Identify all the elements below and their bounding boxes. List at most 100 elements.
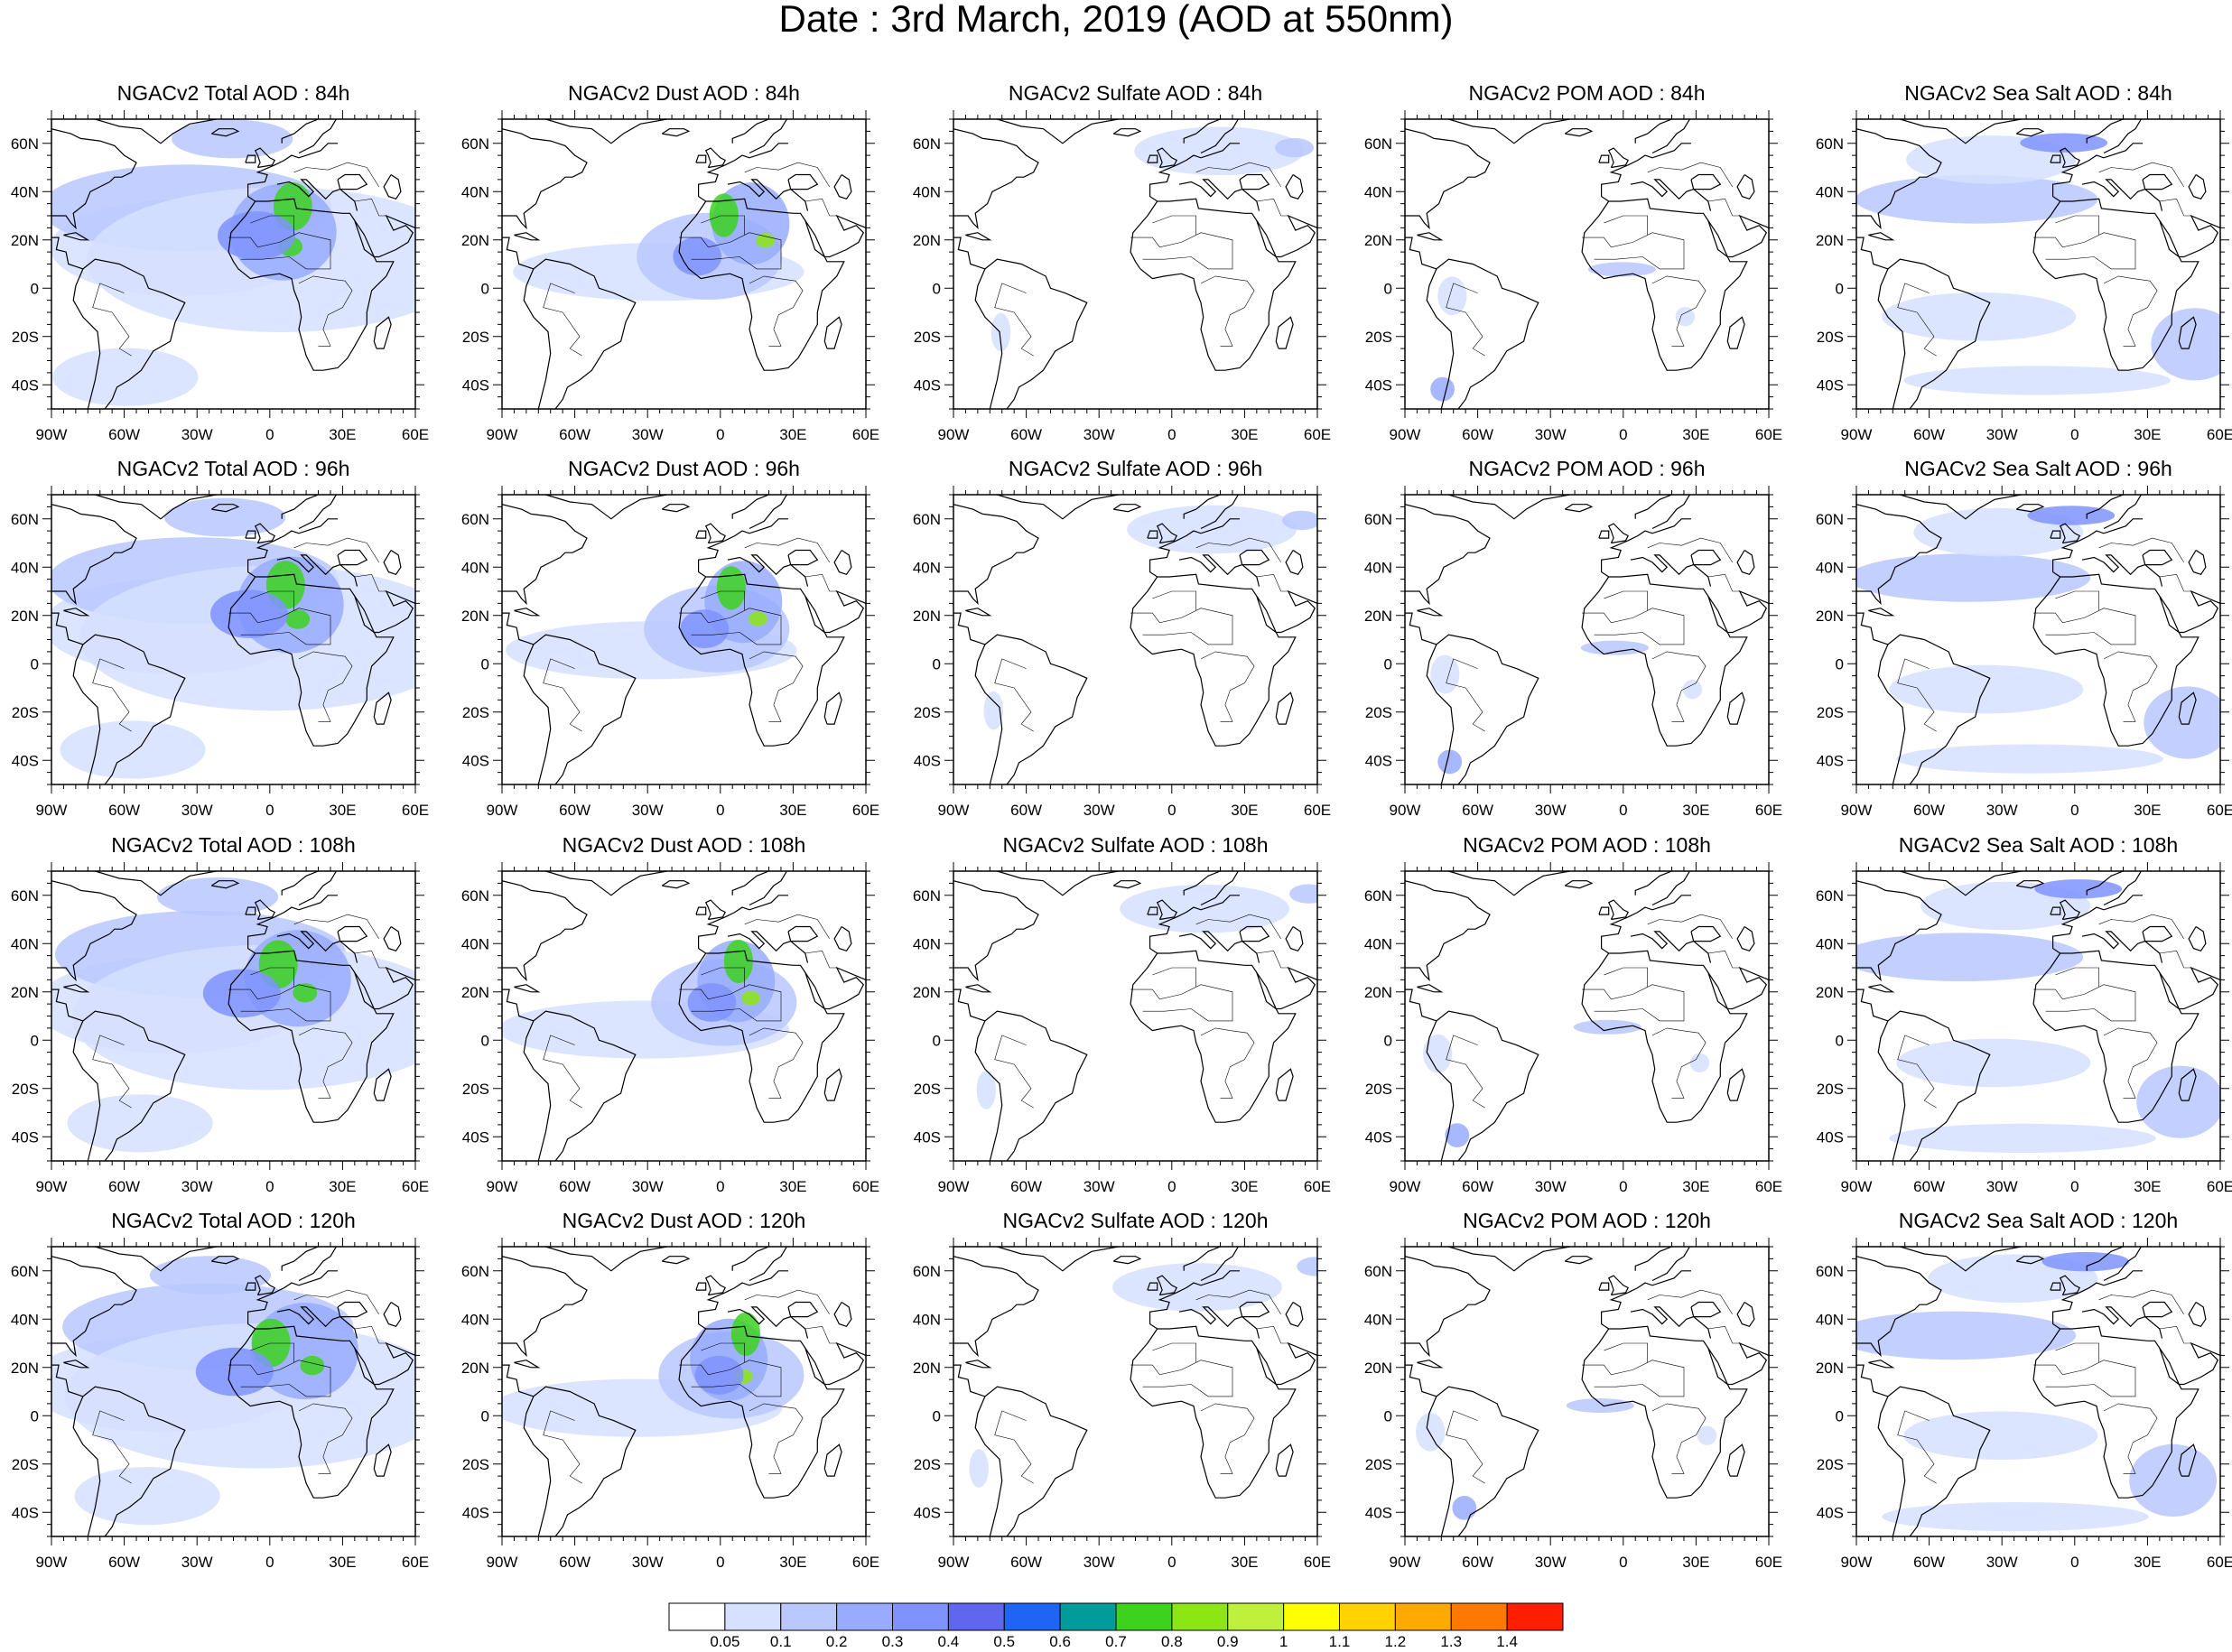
map-panel-dust: 60N 40N 20N 0 20S 40S 90W 60W 30W 0 30E 60E (461, 1238, 879, 1571)
aod-plume (1573, 1019, 1641, 1035)
lat-tick-label: 40N (1816, 1311, 1844, 1328)
lon-tick-label: 60E (1755, 802, 1782, 819)
colorbar-swatch (780, 1602, 838, 1631)
aod-plume (1289, 884, 1317, 904)
lat-tick-label: 40N (1816, 935, 1844, 952)
aod-field (976, 884, 1317, 1109)
lon-tick-label: 30W (1986, 426, 2018, 443)
lon-tick-label: 30W (1083, 1178, 1115, 1195)
lon-tick-label: 30E (779, 1178, 806, 1195)
panel-title: NGACv2 Sea Salt AOD : 120h (1898, 1209, 2179, 1232)
aod-plume (1903, 1411, 2098, 1460)
colorbar-label: 0.1 (770, 1633, 792, 1647)
lon-tick-label: 60E (1755, 1554, 1782, 1571)
map-svg: 60N 40N 20N 0 20S 40S 90W 60W 30W 0 30E 60E (11, 862, 429, 1195)
lat-tick-label: 40S (1817, 376, 1844, 394)
panel-title: NGACv2 Total AOD : 120h (111, 1209, 356, 1232)
map-panel-pom: 60N 40N 20N 0 20S 40S 90W 60W 30W 0 30E 60E (1364, 110, 1782, 443)
lat-tick-label: 20N (1364, 232, 1392, 249)
map-panel-salt: 60N 40N 20N 0 20S 40S 90W 60W 30W 0 30E 60E (1816, 486, 2232, 819)
lat-tick-label: 20S (12, 1456, 39, 1473)
lon-tick-label: 90W (1390, 1554, 1421, 1571)
aod-plume (1896, 744, 2163, 774)
coastlines (51, 495, 415, 784)
aod-plume (1856, 1311, 2077, 1360)
lat-tick-label: 60N (1364, 1263, 1392, 1280)
lat-tick-label: 0 (31, 1407, 39, 1425)
lon-tick-label: 30E (329, 1178, 356, 1195)
lon-tick-label: 90W (1841, 426, 1873, 443)
lat-tick-label: 20N (1816, 1360, 1844, 1377)
map-panel-salt: 60N 40N 20N 0 20S 40S 90W 60W 30W 0 30E 60E (1816, 862, 2232, 1195)
lat-tick-label: 40N (461, 559, 489, 576)
aod-field (513, 182, 804, 302)
lon-tick-label: 30W (1535, 1554, 1567, 1571)
lon-tick-label: 60E (402, 1178, 429, 1195)
coastlines (51, 871, 415, 1161)
aod-plume (1566, 1398, 1634, 1413)
map-panel-pom: 60N 40N 20N 0 20S 40S 90W 60W 30W 0 30E 60E (1364, 862, 1782, 1195)
lon-tick-label: 60W (1010, 1554, 1042, 1571)
aod-plume (748, 611, 768, 626)
lat-tick-label: 40S (1817, 752, 1844, 769)
map-svg: 60N 40N 20N 0 20S 40S 90W 60W 30W 0 30E 60E (1816, 110, 2232, 443)
aod-plume (755, 233, 776, 248)
lon-tick-label: 90W (36, 802, 68, 819)
colorbar-swatch (1283, 1602, 1340, 1631)
colorbar-label: 1.1 (1329, 1633, 1351, 1647)
lat-tick-label: 0 (933, 1032, 941, 1049)
colorbar-swatch (1394, 1602, 1452, 1631)
panel-title: NGACv2 Dust AOD : 120h (562, 1209, 806, 1232)
lon-tick-label: 30W (1083, 802, 1115, 819)
lat-tick-label: 20N (913, 984, 941, 1001)
lat-tick-label: 40S (462, 376, 489, 394)
lat-tick-label: 20N (11, 984, 39, 1001)
aod-plume (709, 193, 739, 237)
lon-tick-label: 0 (265, 802, 274, 819)
panel-title: NGACv2 POM AOD : 108h (1463, 833, 1711, 857)
lat-tick-label: 40S (12, 1504, 39, 1521)
lon-tick-label: 60W (1913, 1554, 1945, 1571)
aod-plume (990, 312, 1011, 352)
lat-tick-label: 20S (1365, 1081, 1392, 1098)
coastlines (1405, 1247, 1769, 1536)
colorbar-label: 0.7 (1105, 1633, 1127, 1647)
lon-tick-label: 90W (1390, 1178, 1421, 1195)
lat-tick-label: 20N (11, 232, 39, 249)
map-svg: 60N 40N 20N 0 20S 40S 90W 60W 30W 0 30E 60E (461, 486, 879, 819)
lat-tick-label: 0 (31, 1032, 39, 1049)
map-svg: 60N 40N 20N 0 20S 40S 90W 60W 30W 0 30E 60E (1816, 486, 2232, 819)
aod-plume (1882, 292, 2077, 341)
lon-tick-label: 30W (632, 426, 664, 443)
aod-plume (1856, 933, 2084, 981)
map-svg: 60N 40N 20N 0 20S 40S 90W 60W 30W 0 30E 60E (913, 110, 1331, 443)
lat-tick-label: 60N (11, 135, 39, 153)
aod-plume (983, 691, 1003, 730)
panel-title: NGACv2 Sulfate AOD : 96h (1008, 457, 1263, 480)
lon-tick-label: 0 (2070, 1554, 2079, 1571)
lat-tick-label: 40S (462, 1128, 489, 1146)
lat-tick-label: 0 (1384, 1407, 1392, 1425)
lon-tick-label: 90W (36, 1178, 68, 1195)
lon-tick-label: 30E (1231, 426, 1258, 443)
lat-tick-label: 40N (1364, 183, 1392, 200)
map-svg: 60N 40N 20N 0 20S 40S 90W 60W 30W 0 30E 60E (1364, 1238, 1782, 1571)
lon-tick-label: 0 (2070, 426, 2079, 443)
lon-tick-label: 90W (487, 802, 518, 819)
lon-tick-label: 30E (1682, 426, 1709, 443)
lat-tick-label: 20S (914, 1456, 941, 1473)
panel-title: NGACv2 Sea Salt AOD : 96h (1904, 457, 2172, 480)
lon-tick-label: 90W (1841, 1554, 1873, 1571)
lon-tick-label: 60E (852, 802, 879, 819)
lon-tick-label: 60W (559, 426, 591, 443)
aod-plume (1889, 664, 2084, 714)
colorbar-swatch (1339, 1602, 1396, 1631)
aod-plume (1430, 654, 1460, 694)
aod-field (502, 1312, 804, 1437)
lat-tick-label: 40N (461, 1311, 489, 1328)
lon-tick-label: 30E (1231, 1554, 1258, 1571)
map-panel-sulfate: 60N 40N 20N 0 20S 40S 90W 60W 30W 0 30E 60E (913, 110, 1331, 443)
colorbar-swatch (1115, 1602, 1173, 1631)
lon-tick-label: 30W (181, 1554, 213, 1571)
lon-tick-label: 60E (852, 426, 879, 443)
